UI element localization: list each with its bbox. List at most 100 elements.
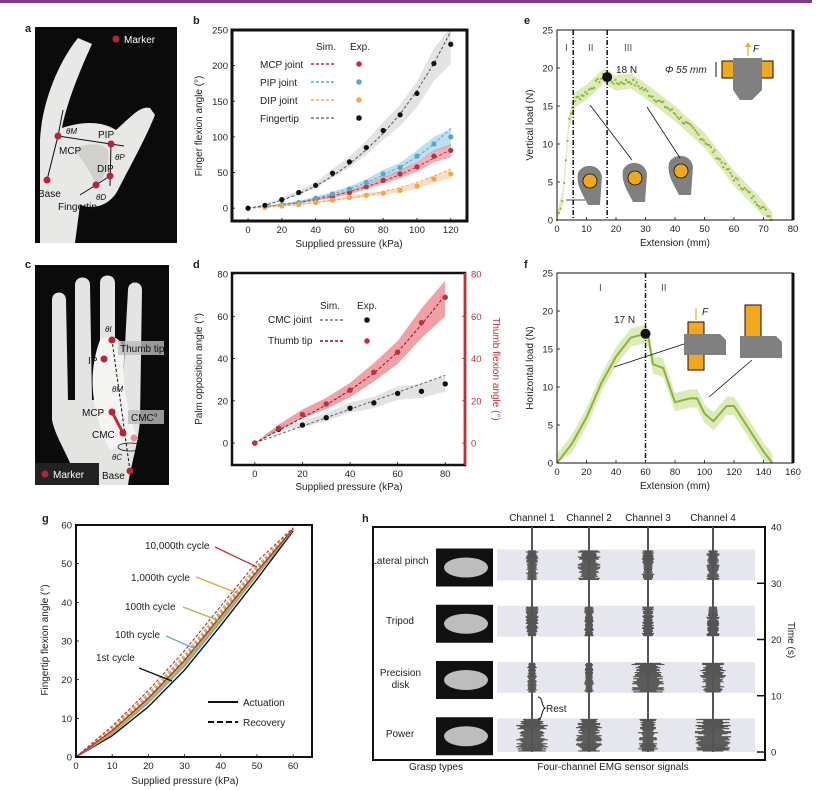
legend-label-dip: DIP joint bbox=[260, 96, 298, 107]
panel-label-a: a bbox=[25, 23, 32, 35]
load-point bbox=[766, 215, 769, 218]
emg-burst-channel-3 bbox=[644, 623, 652, 626]
load-point bbox=[557, 211, 560, 214]
emg-burst-channel-1 bbox=[521, 747, 543, 749]
exp-point-dip-joint bbox=[313, 199, 319, 206]
emg-burst-channel-3 bbox=[639, 739, 657, 741]
emg-burst-channel-1 bbox=[526, 609, 538, 611]
emg-burst-channel-3 bbox=[641, 573, 655, 575]
load-point bbox=[591, 87, 594, 90]
emg-burst-channel-2 bbox=[584, 690, 594, 692]
cycle-pointer-line bbox=[165, 635, 199, 651]
y-tick-label: 20 bbox=[542, 64, 553, 75]
emg-burst-channel-2 bbox=[585, 626, 593, 629]
emg-burst-channel-3 bbox=[643, 629, 653, 632]
panel-c-photo: θI Thumb tip IP θM MCP CMC° CMC θC Base … bbox=[35, 265, 169, 485]
emg-burst-channel-1 bbox=[527, 560, 537, 562]
emg-burst-channel-2 bbox=[584, 631, 594, 634]
emg-burst-channel-4 bbox=[698, 745, 728, 747]
emg-burst-channel-3 bbox=[644, 613, 652, 615]
emg-burst-channel-2 bbox=[584, 668, 594, 671]
hand-icon bbox=[740, 336, 782, 358]
emg-burst-channel-4 bbox=[707, 626, 719, 629]
emg-burst-channel-1 bbox=[526, 612, 538, 614]
panel-label-h: h bbox=[362, 513, 369, 525]
emg-burst-channel-1 bbox=[527, 676, 537, 678]
emg-burst-channel-3 bbox=[634, 674, 662, 676]
h-left-axis-title: Grasp types bbox=[409, 762, 463, 773]
emg-burst-channel-1 bbox=[526, 559, 538, 561]
emg-burst-channel-1 bbox=[525, 619, 539, 622]
exp-point-mcp-joint bbox=[448, 147, 454, 154]
emg-burst-channel-4 bbox=[707, 621, 719, 624]
load-point bbox=[598, 81, 601, 84]
emg-burst-channel-4 bbox=[700, 669, 726, 672]
legend-exp-pip-joint bbox=[356, 79, 362, 85]
emg-burst-channel-3 bbox=[631, 663, 665, 666]
emg-burst-channel-3 bbox=[637, 673, 659, 675]
y-tick-label: 100 bbox=[212, 132, 228, 143]
emg-burst-channel-4 bbox=[702, 681, 724, 683]
emg-burst-channel-2 bbox=[578, 726, 600, 728]
cycle-pointer-line bbox=[195, 576, 238, 594]
emg-burst-channel-1 bbox=[526, 572, 538, 574]
emg-burst-channel-3 bbox=[638, 738, 658, 740]
emg-burst-channel-1 bbox=[528, 668, 536, 671]
emg-burst-channel-3 bbox=[643, 607, 653, 609]
emg-burst-channel-3 bbox=[644, 609, 652, 611]
emg-burst-channel-4 bbox=[709, 571, 717, 573]
load-point bbox=[580, 94, 583, 97]
emg-burst-channel-3 bbox=[644, 566, 652, 568]
x-tick-label: 30 bbox=[640, 224, 651, 235]
load-point bbox=[573, 100, 576, 103]
emg-burst-channel-3 bbox=[636, 669, 660, 672]
emg-burst-channel-1 bbox=[527, 554, 537, 556]
robot-finger-curl bbox=[75, 144, 109, 185]
emg-burst-channel-3 bbox=[634, 672, 662, 674]
emg-burst-channel-2 bbox=[577, 737, 601, 739]
emg-burst-channel-4 bbox=[697, 748, 729, 750]
load-point bbox=[701, 138, 704, 141]
emg-burst-channel-2 bbox=[585, 673, 593, 675]
emg-burst-channel-3 bbox=[642, 576, 654, 578]
emg-burst-channel-3 bbox=[641, 744, 655, 746]
emg-burst-channel-1 bbox=[527, 570, 537, 572]
emg-burst-channel-1 bbox=[527, 633, 537, 636]
x-tick-label: 80 bbox=[378, 225, 389, 236]
y-tick-label: 0 bbox=[223, 439, 228, 450]
emg-burst-channel-2 bbox=[576, 744, 602, 746]
h-time-axis-title: Time (s) bbox=[785, 622, 796, 658]
load-point bbox=[623, 83, 626, 86]
b-y-axis-title: Finger flexion angle (°) bbox=[194, 76, 205, 177]
d-y-axis-title: Palm opposition angle (°) bbox=[194, 313, 205, 425]
emg-burst-channel-3 bbox=[642, 730, 654, 732]
x-tick-label: 40 bbox=[670, 224, 681, 235]
b-x-axis-title: Supplied pressure (kPa) bbox=[295, 239, 402, 250]
f-phase-1: I bbox=[599, 283, 602, 294]
panel-label-b: b bbox=[193, 15, 200, 27]
y-tick-label: 10 bbox=[61, 714, 72, 725]
exp-point-pip-joint bbox=[313, 195, 319, 201]
emg-burst-channel-1 bbox=[523, 723, 541, 726]
emg-burst-channel-4 bbox=[697, 726, 729, 728]
emg-burst-channel-2 bbox=[582, 731, 596, 733]
exp-point-pip-joint bbox=[414, 153, 420, 159]
emg-burst-channel-3 bbox=[634, 682, 662, 684]
emg-burst-channel-4 bbox=[702, 672, 724, 674]
y-tick-label: 25 bbox=[542, 269, 553, 280]
emg-burst-channel-2 bbox=[585, 685, 593, 687]
emg-burst-channel-1 bbox=[528, 671, 536, 673]
panel-a-photo: Marker θM PIP MCP θP DIP Base θD Fingert… bbox=[35, 27, 177, 243]
x-tick-label: 40 bbox=[310, 225, 321, 236]
emg-burst-channel-1 bbox=[527, 666, 537, 669]
emg-burst-channel-2 bbox=[585, 671, 593, 673]
emg-burst-channel-3 bbox=[642, 559, 654, 561]
emg-burst-channel-3 bbox=[639, 746, 657, 748]
hand-image-icon bbox=[444, 670, 488, 690]
emg-burst-channel-3 bbox=[636, 668, 660, 671]
exp-point-thumb-tip bbox=[347, 387, 353, 393]
emg-burst-channel-4 bbox=[709, 572, 717, 574]
label-mcp: MCP bbox=[59, 146, 82, 157]
emg-burst-channel-3 bbox=[642, 575, 654, 577]
y-tick-label: 50 bbox=[217, 168, 228, 179]
